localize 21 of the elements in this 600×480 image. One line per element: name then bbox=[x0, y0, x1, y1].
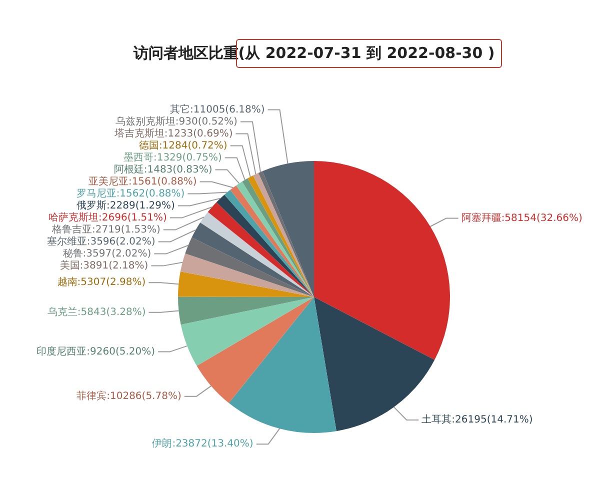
slice-label: 格鲁吉亚:2719(1.53%) bbox=[51, 223, 161, 236]
slice-label: 俄罗斯:2289(1.29%) bbox=[76, 199, 176, 212]
slice-label: 塞尔维亚:3596(2.02%) bbox=[46, 235, 156, 248]
slice-label: 伊朗:23872(13.40%) bbox=[152, 438, 254, 450]
slice-label: 乌克兰:5843(3.28%) bbox=[47, 306, 146, 318]
slice-label: 罗马尼亚:1562(0.88%) bbox=[76, 188, 185, 200]
slice-label: 菲律宾:10286(5.78%) bbox=[76, 390, 182, 402]
slice-label: 印度尼西亚:9260(5.20%) bbox=[36, 345, 156, 358]
slice-label: 秘鲁:3597(2.02%) bbox=[62, 247, 152, 260]
slice-label: 乌兹别克斯坦:930(0.52%) bbox=[115, 115, 238, 128]
slice-label: 哈萨克斯坦:2696(1.51%) bbox=[48, 211, 168, 224]
slice-label: 土耳其:26195(14.71%) bbox=[422, 414, 533, 426]
slice-label: 美国:3891(2.18%) bbox=[60, 259, 148, 272]
slice-label: 阿塞拜疆:58154(32.66%) bbox=[461, 212, 583, 224]
slice-label: 德国:1284(0.72%) bbox=[138, 140, 228, 152]
slice-label: 越南:5307(2.98%) bbox=[57, 276, 146, 288]
slice-label: 墨西哥:1329(0.75%) bbox=[123, 152, 222, 164]
slice-label: 阿根廷:1483(0.83%) bbox=[114, 163, 212, 176]
slice-label: 塔吉克斯坦:1233(0.69%) bbox=[113, 127, 233, 140]
slice-label: 亚美尼亚:1561(0.88%) bbox=[88, 175, 197, 188]
slice-label: 其它:11005(6.18%) bbox=[170, 103, 265, 116]
